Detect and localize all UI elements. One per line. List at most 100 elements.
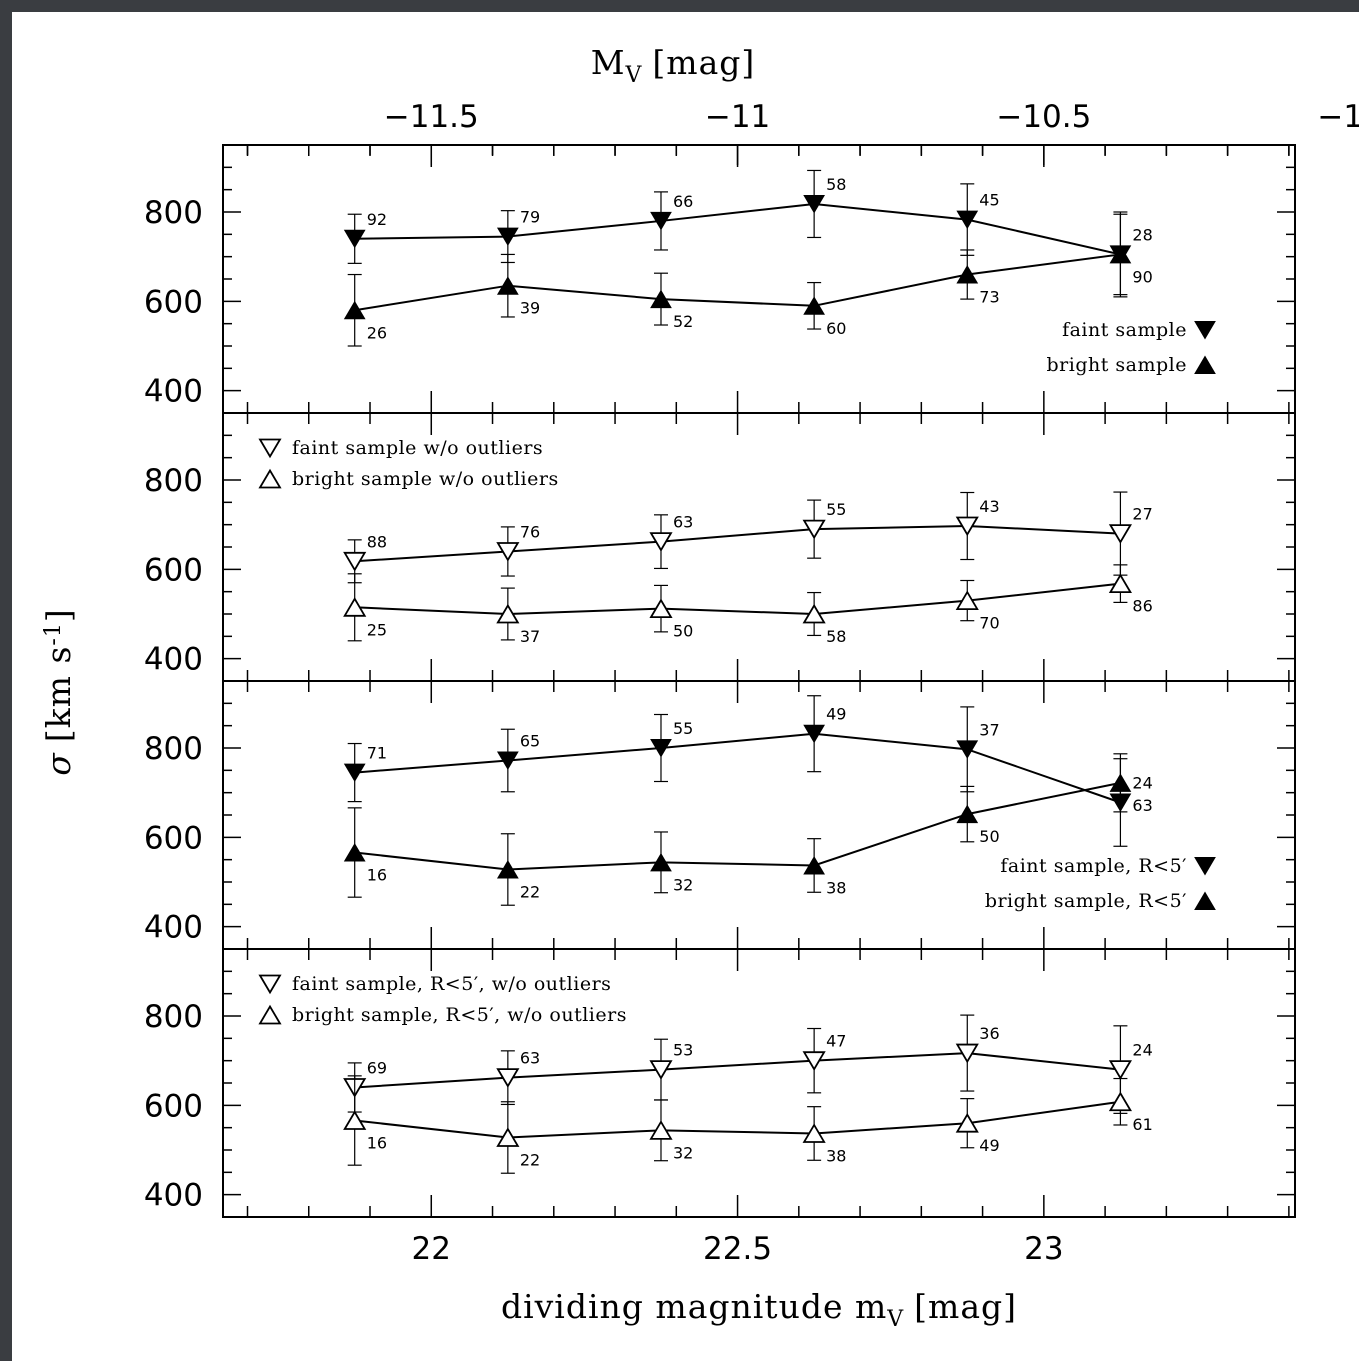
data-count-label: 16 xyxy=(367,1134,387,1153)
data-count-label: 55 xyxy=(673,719,693,738)
triangle-up-filled-marker xyxy=(650,289,672,309)
legend-entry: faint sample xyxy=(1062,319,1187,341)
data-count-label: 71 xyxy=(367,744,387,763)
triangle-up-open-marker xyxy=(496,1127,520,1147)
triangle-down-filled-marker xyxy=(343,229,366,249)
y-tick-label: 400 xyxy=(144,1178,203,1214)
data-count-label: 50 xyxy=(979,827,999,846)
panel-1-series-1-line xyxy=(354,202,1121,256)
y-tick-label: 600 xyxy=(144,820,203,856)
triangle-up-filled-marker xyxy=(496,276,519,295)
triangle-down-filled-marker xyxy=(1194,857,1216,876)
data-count-label: 90 xyxy=(1132,267,1152,286)
triangle-down-filled-marker xyxy=(956,210,979,230)
triangle-up-filled-marker xyxy=(343,843,366,862)
panel-2-series-1-line xyxy=(354,525,1121,563)
panel-3-series-2-line xyxy=(354,781,1121,871)
data-count-label: 63 xyxy=(673,513,693,532)
data-count-label: 37 xyxy=(520,627,540,646)
data-count-label: 22 xyxy=(520,1150,540,1169)
triangle-up-open-marker xyxy=(1108,573,1132,594)
triangle-up-open-marker xyxy=(955,590,979,610)
triangle-down-open-marker xyxy=(258,974,282,995)
legend-entry: bright sample, R<5′ xyxy=(985,890,1187,912)
triangle-down-open-marker xyxy=(802,519,826,540)
data-count-label: 55 xyxy=(826,500,846,519)
data-count-label: 26 xyxy=(367,323,387,342)
legend-entry: bright sample, R<5′, w/o outliers xyxy=(292,1004,627,1026)
data-count-label: 52 xyxy=(673,312,693,331)
data-count-label: 32 xyxy=(673,1143,693,1162)
data-count-label: 88 xyxy=(367,532,387,551)
data-count-label: 28 xyxy=(1132,225,1152,244)
data-count-label: 63 xyxy=(520,1049,540,1068)
legend-entry: bright sample w/o outliers xyxy=(292,468,559,490)
triangle-up-open-marker xyxy=(496,603,520,624)
data-count-label: 58 xyxy=(826,627,846,646)
triangle-up-open-marker xyxy=(1108,1091,1132,1112)
data-count-label: 47 xyxy=(826,1032,846,1051)
data-count-label: 22 xyxy=(520,882,540,901)
triangle-up-open-marker xyxy=(649,1120,673,1140)
data-count-label: 24 xyxy=(1132,773,1152,792)
triangle-down-filled-marker xyxy=(496,227,519,247)
triangle-up-filled-marker xyxy=(956,804,979,824)
data-count-label: 86 xyxy=(1132,597,1152,616)
triangle-up-open-marker xyxy=(343,597,367,617)
data-count-label: 50 xyxy=(673,622,693,641)
triangle-down-open-marker xyxy=(343,551,367,572)
data-count-label: 92 xyxy=(367,210,387,229)
legend-entry: faint sample, R<5′ xyxy=(1000,855,1187,877)
data-count-label: 53 xyxy=(673,1041,693,1060)
data-count-label: 43 xyxy=(979,497,999,516)
triangle-up-open-marker xyxy=(802,603,826,624)
panel-4-series-2-line xyxy=(354,1100,1121,1139)
data-count-label: 16 xyxy=(367,866,387,885)
triangle-up-filled-marker xyxy=(1109,244,1132,264)
y-tick-label: 600 xyxy=(144,1088,203,1124)
bottom-axis-title: dividing magnitude mV [mag] xyxy=(501,1287,1017,1332)
velocity-dispersion-chart: MV [mag] dividing magnitude mV [mag] σ[km … xyxy=(39,43,1359,1332)
triangle-up-filled-marker xyxy=(1194,355,1216,374)
legend-entry: faint sample w/o outliers xyxy=(292,437,543,459)
data-count-label: 37 xyxy=(979,720,999,739)
figure-frame: MV [mag] dividing magnitude mV [mag] σ[km … xyxy=(12,12,1359,1361)
panel-3-series-1-line xyxy=(354,732,1121,804)
triangle-down-filled-marker xyxy=(803,724,826,744)
x-tick-label: 22.5 xyxy=(703,1231,772,1267)
triangle-up-open-marker xyxy=(258,1004,282,1025)
panel-1-series-2-line xyxy=(354,253,1121,312)
top-x-tick-label: −10.5 xyxy=(996,99,1091,135)
triangle-up-filled-marker xyxy=(650,852,672,872)
legend-entry: faint sample, R<5′, w/o outliers xyxy=(292,973,611,995)
triangle-down-open-marker xyxy=(496,1068,520,1088)
data-count-label: 24 xyxy=(1132,1041,1152,1060)
data-count-label: 27 xyxy=(1132,505,1152,524)
y-axis-title: σ[km s-1] xyxy=(39,608,78,775)
triangle-down-filled-marker xyxy=(956,740,979,759)
x-tick-label: 23 xyxy=(1024,1231,1063,1267)
triangle-down-filled-marker xyxy=(803,194,826,214)
y-tick-label: 400 xyxy=(144,642,203,678)
triangle-up-open-marker xyxy=(802,1123,826,1143)
data-count-label: 76 xyxy=(520,522,540,541)
triangle-down-open-marker xyxy=(258,438,282,459)
data-count-label: 25 xyxy=(367,620,387,639)
triangle-up-open-marker xyxy=(258,468,282,489)
triangle-down-open-marker xyxy=(955,1043,979,1064)
data-count-label: 58 xyxy=(826,175,846,194)
top-x-tick-label: −11 xyxy=(705,99,770,135)
triangle-down-open-marker xyxy=(496,542,520,562)
triangle-down-open-marker xyxy=(649,532,673,552)
data-count-label: 38 xyxy=(826,1146,846,1165)
panel-4-series-1-line xyxy=(354,1052,1121,1089)
triangle-down-filled-marker xyxy=(650,211,672,231)
x-tick-label: 22 xyxy=(412,1231,451,1267)
y-tick-label: 800 xyxy=(144,731,203,767)
triangle-up-filled-marker xyxy=(343,300,366,320)
data-count-label: 69 xyxy=(367,1058,387,1077)
top-x-tick-label: −10 xyxy=(1317,99,1359,135)
data-count-label: 79 xyxy=(520,208,540,227)
triangle-up-filled-marker xyxy=(496,860,519,879)
y-tick-label: 400 xyxy=(144,374,203,410)
